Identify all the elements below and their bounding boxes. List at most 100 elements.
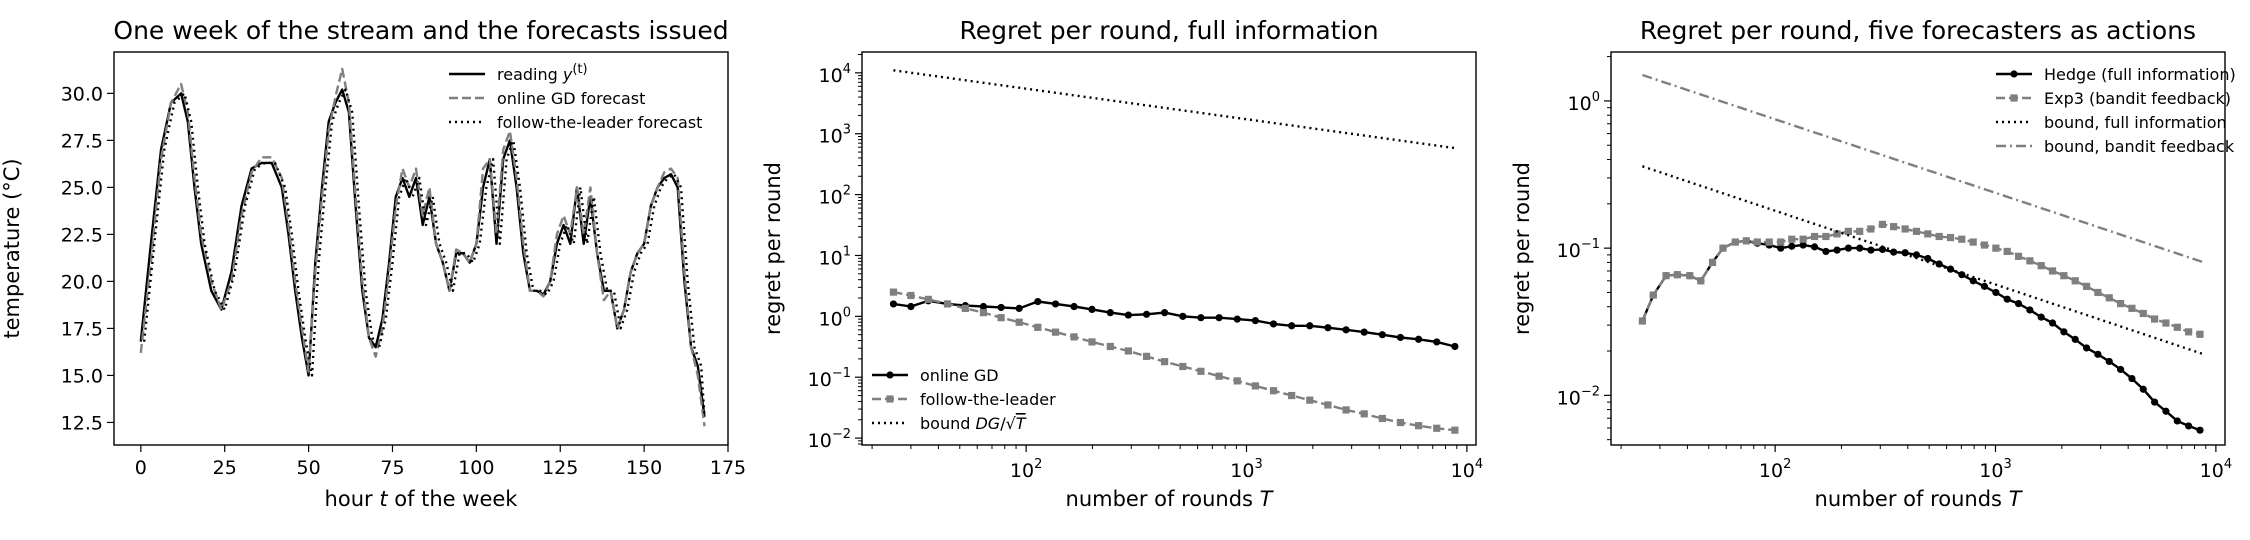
legend-label: reading y(t) <box>497 62 588 84</box>
data-point <box>1324 324 1332 332</box>
y-tick-label: 104 <box>819 62 851 87</box>
data-point <box>1070 302 1078 311</box>
chart-title: Regret per round, five forecasters as ac… <box>1640 16 2196 45</box>
data-point <box>1969 238 1977 246</box>
data-point <box>1051 328 1060 336</box>
data-point <box>889 300 898 308</box>
series-line <box>139 88 706 417</box>
legend-label: online GD forecast <box>497 89 645 108</box>
data-point <box>2060 328 2068 336</box>
data-point <box>1810 232 1819 241</box>
data-point <box>1890 248 1898 256</box>
data-point <box>1742 237 1750 245</box>
data-point <box>1288 391 1296 400</box>
y-tick-label: 27.5 <box>61 130 103 152</box>
chart-title: One week of the stream and the forecasts… <box>113 16 728 45</box>
data-point <box>1935 260 1943 268</box>
y-tick-label: 10−1 <box>808 366 851 391</box>
data-point <box>1088 305 1096 314</box>
data-point <box>1969 277 1977 285</box>
y-tick-label: 100 <box>819 305 851 330</box>
data-point <box>1251 382 1259 390</box>
y-tick-label: 10−2 <box>1557 384 1600 409</box>
data-point <box>1867 225 1875 233</box>
legend-label: bound, bandit feedback <box>2044 137 2235 156</box>
x-tick-label: 75 <box>380 457 404 479</box>
data-point <box>1958 271 1966 279</box>
legend-label: Hedge (full information) <box>2044 65 2236 84</box>
data-point <box>943 300 952 308</box>
series-line <box>893 290 1456 432</box>
data-point <box>1890 223 1898 231</box>
data-point <box>1856 227 1864 235</box>
data-point <box>2010 70 2018 78</box>
data-point <box>1765 238 1773 246</box>
data-point <box>1788 242 1796 250</box>
data-point <box>1015 304 1023 313</box>
data-point <box>2151 315 2159 323</box>
data-point <box>961 304 969 313</box>
data-point <box>1867 246 1875 254</box>
data-point <box>1901 225 1909 233</box>
data-point <box>1415 422 1423 430</box>
data-point <box>2196 330 2204 338</box>
y-tick-label: 103 <box>819 123 851 148</box>
data-point <box>2139 385 2147 393</box>
x-tick-label: 103 <box>1230 457 1262 482</box>
data-point <box>1935 232 1943 241</box>
data-point <box>907 302 915 311</box>
x-tick-label: 104 <box>2200 457 2232 482</box>
plot-frame <box>861 51 1477 446</box>
data-point <box>1924 254 1932 263</box>
data-point <box>1878 220 1887 228</box>
y-tick-label: 15.0 <box>61 365 103 387</box>
y-tick-label: 30.0 <box>61 83 103 105</box>
data-point <box>2071 277 2079 285</box>
data-point <box>1124 311 1132 319</box>
data-point <box>2185 422 2193 430</box>
data-point <box>1015 318 1023 326</box>
data-point <box>1179 362 1187 371</box>
x-tick-label: 104 <box>1451 457 1483 482</box>
data-point <box>1179 312 1187 320</box>
data-point <box>1306 322 1314 330</box>
data-point <box>2173 417 2181 425</box>
data-point <box>1396 333 1405 342</box>
data-point <box>979 302 988 311</box>
legend-label: bound DG/√T <box>920 414 1027 433</box>
x-tick-label: 175 <box>710 457 746 479</box>
data-point <box>1708 258 1717 267</box>
y-tick-label: 100 <box>1568 90 1600 115</box>
data-point <box>2128 304 2136 312</box>
data-point <box>1833 230 1841 238</box>
plot-frame <box>113 51 729 446</box>
data-point <box>2082 282 2091 290</box>
data-point <box>2116 300 2125 308</box>
data-point <box>2071 335 2079 343</box>
data-point <box>2082 344 2091 352</box>
data-point <box>2196 426 2204 434</box>
legend-label: Exp3 (bandit feedback) <box>2044 89 2231 108</box>
x-tick-label: 50 <box>297 457 321 479</box>
panel-3: 102 103 104 10−2 10−1 100 Regret per round, fi… <box>1510 16 2236 511</box>
data-point <box>1980 282 1989 290</box>
data-point <box>1124 347 1132 355</box>
data-point <box>1360 410 1368 418</box>
data-point <box>1324 401 1332 409</box>
data-point <box>1433 424 1441 432</box>
plot-frame <box>1610 51 2226 446</box>
data-point <box>997 314 1005 322</box>
data-point <box>1912 227 1921 235</box>
y-axis-label: regret per round <box>1510 162 1534 335</box>
y-tick-label: 20.0 <box>61 271 103 293</box>
data-point <box>2116 365 2125 374</box>
data-point <box>1451 342 1459 351</box>
legend-label: follow-the-leader forecast <box>497 113 702 132</box>
data-point <box>1306 396 1314 404</box>
data-point <box>1686 272 1694 280</box>
data-point <box>1833 246 1841 254</box>
data-point <box>1233 377 1241 385</box>
legend-label: online GD <box>920 366 999 385</box>
data-point <box>1788 235 1796 243</box>
data-point <box>2014 252 2023 260</box>
